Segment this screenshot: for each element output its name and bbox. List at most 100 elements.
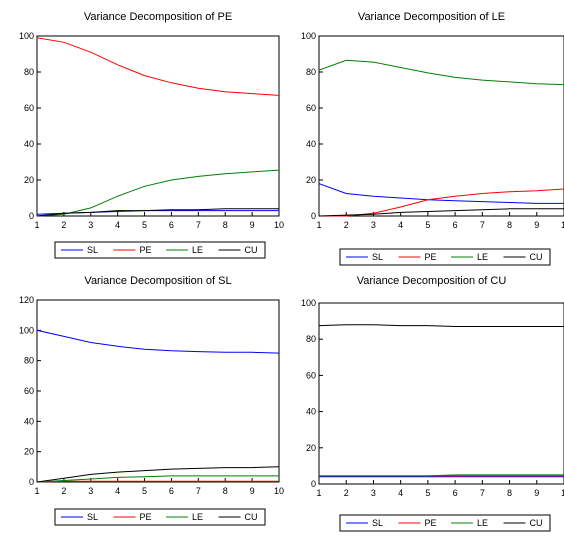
y-tick-label: 60 <box>306 370 316 380</box>
x-tick-label: 9 <box>250 220 255 230</box>
legend-label-sl: SL <box>372 252 383 262</box>
x-tick-label: 9 <box>534 220 539 230</box>
y-tick-label: 80 <box>24 67 34 77</box>
x-tick-label: 3 <box>371 220 376 230</box>
chart-title: Variance Decomposition of CU <box>357 275 507 287</box>
x-tick-label: 6 <box>169 220 174 230</box>
legend-label-le: LE <box>192 512 203 522</box>
y-tick-label: 40 <box>306 139 316 149</box>
x-tick-label: 2 <box>344 220 349 230</box>
plot-frame <box>36 299 280 483</box>
legend: SL PE LE CU <box>54 508 266 526</box>
x-tick-label: 9 <box>534 488 539 498</box>
x-tick-label: 8 <box>223 486 228 496</box>
x-tick-label: 1 <box>34 486 39 496</box>
chart-2: Variance Decomposition of LE 0 20 40 60 80 100… <box>301 11 564 266</box>
legend-label-pe: PE <box>425 518 437 528</box>
legend: SL PE LE CU <box>339 514 551 532</box>
series-line-cu <box>319 324 564 327</box>
series-group <box>37 37 279 217</box>
y-tick-label: 60 <box>306 103 316 113</box>
y-tick-label: 0 <box>311 211 316 221</box>
legend-box <box>54 241 266 259</box>
x-tick-label: 5 <box>142 220 147 230</box>
x-tick-label: 7 <box>196 220 201 230</box>
plot-frame <box>36 35 280 217</box>
x-tick-label: 5 <box>425 488 430 498</box>
legend-label-sl: SL <box>87 512 98 522</box>
x-tick-label: 8 <box>223 220 228 230</box>
legend-label-cu: CU <box>530 252 543 262</box>
x-tick-label: 4 <box>115 220 120 230</box>
x-tick-label: 8 <box>507 220 512 230</box>
x-tick-label: 3 <box>88 486 93 496</box>
series-line-cu <box>37 208 279 217</box>
x-tick-label: 5 <box>142 486 147 496</box>
y-tick-label: 80 <box>306 67 316 77</box>
legend-label-cu: CU <box>245 512 258 522</box>
legend-label-pe: PE <box>140 245 152 255</box>
y-tick-label: 80 <box>24 356 34 366</box>
chart-title: Variance Decomposition of SL <box>84 275 231 287</box>
y-tick-label: 60 <box>24 103 34 113</box>
legend-label-le: LE <box>477 252 488 262</box>
series-line-le <box>319 474 564 477</box>
series-line-le <box>37 169 279 217</box>
x-tick-label: 4 <box>398 488 403 498</box>
y-tick-label: 20 <box>24 175 34 185</box>
x-tick-label: 1 <box>34 220 39 230</box>
series-group <box>319 59 564 217</box>
legend-label-sl: SL <box>87 245 98 255</box>
chart-1: Variance Decomposition of PE 0 20 40 60 80 100… <box>19 11 284 259</box>
y-tick-label: 0 <box>29 477 34 487</box>
y-tick-label: 20 <box>306 175 316 185</box>
legend-label-le: LE <box>192 245 203 255</box>
legend-box <box>54 508 266 526</box>
series-line-le <box>37 475 279 483</box>
series-line-pe <box>37 37 279 96</box>
x-tick-label: 1 <box>316 220 321 230</box>
series-line-le <box>319 59 564 86</box>
x-tick-label: 10 <box>274 486 284 496</box>
x-tick-label: 3 <box>88 220 93 230</box>
legend-label-sl: SL <box>372 518 383 528</box>
x-tick-label: 3 <box>371 488 376 498</box>
legend-box <box>339 248 551 266</box>
legend-label-cu: CU <box>245 245 258 255</box>
y-tick-label: 80 <box>306 334 316 344</box>
y-tick-label: 20 <box>306 443 316 453</box>
x-tick-label: 7 <box>480 220 485 230</box>
x-tick-label: 8 <box>507 488 512 498</box>
x-tick-label: 10 <box>274 220 284 230</box>
x-tick-label: 7 <box>196 486 201 496</box>
x-tick-label: 1 <box>561 488 564 498</box>
legend-label-pe: PE <box>425 252 437 262</box>
chart-title: Variance Decomposition of PE <box>84 11 232 23</box>
series-line-cu <box>319 208 564 217</box>
chart-title: Variance Decomposition of LE <box>358 11 505 23</box>
plot-frame <box>318 35 564 217</box>
y-tick-label: 0 <box>311 479 316 489</box>
series-line-sl <box>37 329 279 354</box>
x-tick-label: 4 <box>115 486 120 496</box>
legend-box <box>339 514 551 532</box>
x-tick-label: 6 <box>169 486 174 496</box>
chart-3: Variance Decomposition of SL 0 20 40 60 80 100… <box>19 275 284 526</box>
y-tick-label: 100 <box>19 31 34 41</box>
series-line-pe <box>319 188 564 217</box>
y-tick-label: 100 <box>19 325 34 335</box>
x-tick-label: 1 <box>561 220 564 230</box>
x-tick-label: 6 <box>453 220 458 230</box>
x-tick-label: 4 <box>398 220 403 230</box>
y-tick-label: 60 <box>24 386 34 396</box>
y-tick-label: 0 <box>29 211 34 221</box>
x-tick-label: 2 <box>61 486 66 496</box>
legend: SL PE LE CU <box>339 248 551 266</box>
x-tick-label: 6 <box>453 488 458 498</box>
series-group <box>37 329 279 483</box>
x-tick-label: 2 <box>61 220 66 230</box>
x-tick-label: 1 <box>316 488 321 498</box>
y-tick-label: 120 <box>19 295 34 305</box>
y-tick-label: 40 <box>306 407 316 417</box>
x-tick-label: 9 <box>250 486 255 496</box>
